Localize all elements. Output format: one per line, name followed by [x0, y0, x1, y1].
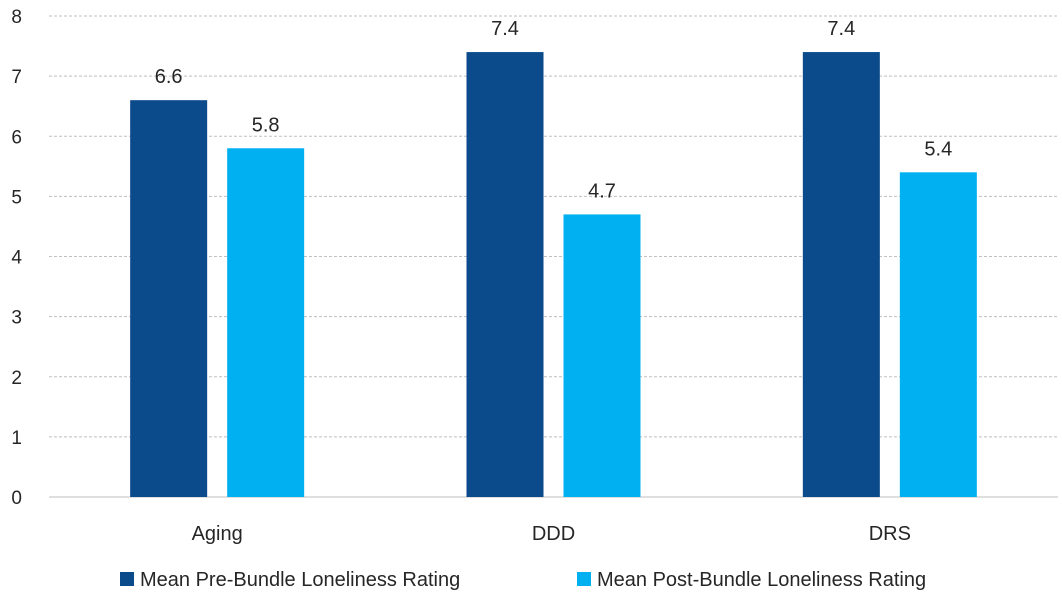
y-tick-label: 2	[11, 368, 22, 389]
y-tick-label: 6	[11, 127, 22, 148]
legend-label: Mean Post-Bundle Loneliness Rating	[597, 569, 926, 591]
legend-swatch	[120, 572, 134, 586]
y-tick-label: 4	[11, 248, 22, 269]
legend-label: Mean Pre-Bundle Loneliness Rating	[140, 569, 460, 591]
legend-swatch	[577, 572, 591, 586]
x-category-label: DDD	[532, 523, 575, 545]
y-tick-label: 0	[11, 488, 22, 509]
bar-aging-series-1	[227, 148, 305, 497]
data-label: 5.4	[924, 138, 952, 160]
y-tick-label: 7	[11, 67, 22, 88]
x-axis: Aging DDD DRS	[192, 523, 911, 545]
data-label: 5.8	[252, 114, 280, 136]
legend: Mean Pre-Bundle Loneliness Rating Mean Po…	[120, 569, 926, 591]
grid-layer	[49, 15, 1058, 498]
data-label: 7.4	[827, 18, 855, 40]
bar-drs-series-1	[899, 172, 977, 497]
bar-ddd-series-0	[466, 52, 544, 497]
data-label: 6.6	[155, 66, 183, 88]
y-tick-label: 1	[11, 428, 22, 449]
y-axis: 0 1 2 3 4 5 6 7 8	[11, 7, 22, 509]
x-category-label: Aging	[192, 523, 243, 545]
bars	[130, 52, 977, 498]
bar-drs-series-0	[802, 52, 880, 497]
x-category-label: DRS	[869, 523, 911, 545]
data-label: 4.7	[588, 180, 616, 202]
bar-aging-series-0	[130, 100, 208, 498]
y-tick-label: 5	[11, 187, 22, 208]
bar-ddd-series-1	[563, 214, 641, 497]
data-label: 7.4	[491, 18, 519, 40]
y-tick-label: 3	[11, 308, 22, 329]
data-labels: 6.6 5.8 7.4 4.7 7.4 5.4	[155, 18, 952, 202]
y-tick-label: 8	[11, 7, 22, 28]
